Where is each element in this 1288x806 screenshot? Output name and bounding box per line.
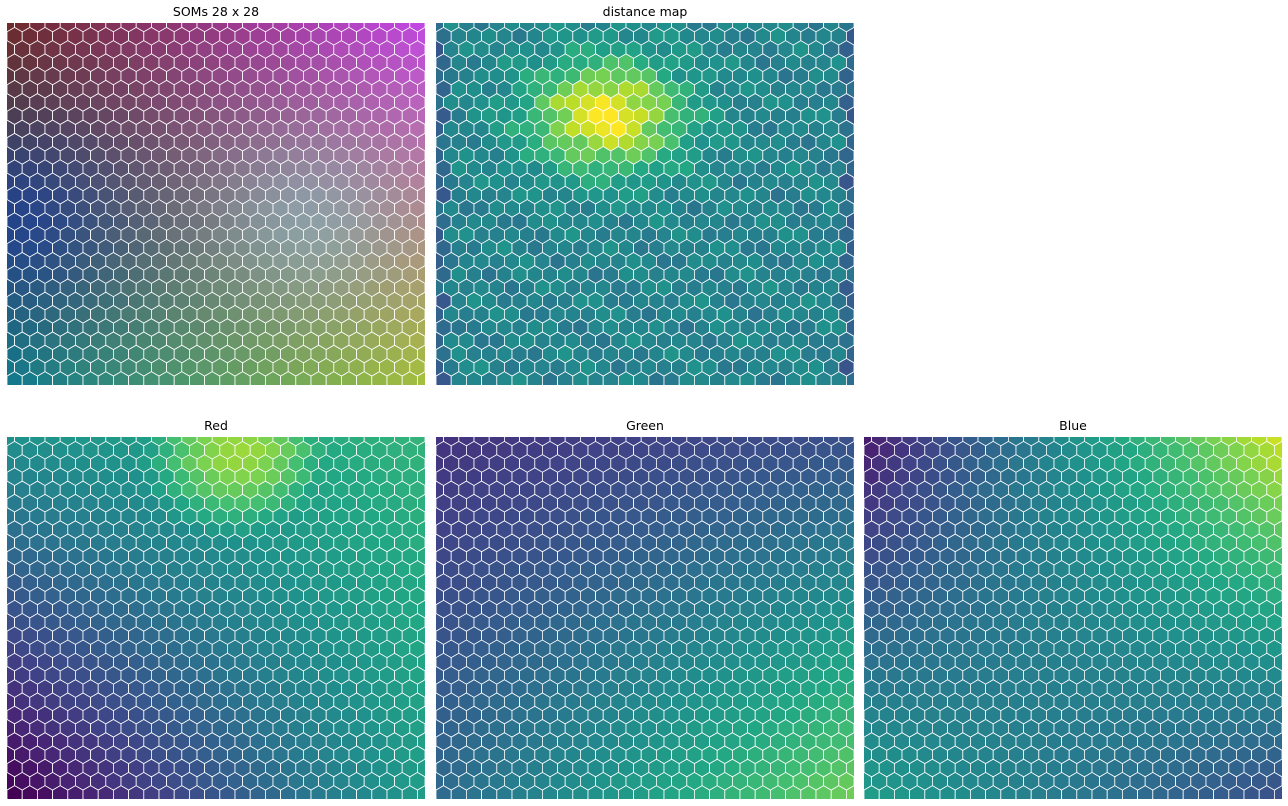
- hex-cell-2-13-27: [416, 599, 425, 619]
- hex-cell-2-5-27: [416, 493, 425, 513]
- hex-cell-2-3-27: [416, 467, 425, 487]
- hex-cell-4-11-27: [1273, 573, 1282, 592]
- chart-title-soms: SOMs 28 x 28: [172, 4, 260, 19]
- hex-cell-0-5-27: [416, 79, 425, 99]
- hex-cell-1-9-27: [845, 132, 854, 152]
- hex-cell-0-25-27: [416, 344, 425, 364]
- chart-title-green: Green: [626, 418, 664, 433]
- hex-cell-2-19-27: [416, 679, 425, 698]
- hex-cell-0-15-27: [416, 212, 425, 231]
- distance-map-heatmap: [436, 23, 854, 385]
- hex-cell-1-15-27: [845, 212, 854, 231]
- hex-cell-4-19-27: [1273, 679, 1282, 698]
- hex-cell-2-1-27: [416, 440, 425, 460]
- chart-title-blue: Blue: [1059, 418, 1087, 433]
- hex-cell-1-3-27: [845, 53, 854, 73]
- hex-cell-1-19-27: [845, 265, 854, 284]
- hex-cell-4-15-27: [1273, 626, 1282, 645]
- hex-cell-0-17-27: [416, 238, 425, 258]
- hex-cell-3-11-27: [845, 573, 854, 592]
- hex-cell-4-9-27: [1273, 546, 1282, 566]
- hex-cell-4-17-27: [1273, 652, 1282, 672]
- hex-cell-3-17-27: [845, 652, 854, 672]
- hex-cell-2-0-0: [7, 437, 15, 447]
- hex-cell-2-15-27: [416, 626, 425, 645]
- hex-cell-3-15-27: [845, 626, 854, 645]
- hex-cell-3-5-27: [845, 493, 854, 513]
- hex-cell-1-27-27: [845, 371, 854, 385]
- hex-cell-4-27-27: [1273, 785, 1282, 799]
- hex-cell-1-25-27: [845, 344, 854, 364]
- hex-cell-2-7-27: [416, 520, 425, 539]
- hex-cell-0-19-27: [416, 265, 425, 284]
- hex-cell-3-27-27: [845, 785, 854, 799]
- hex-cell-2-23-27: [416, 732, 425, 751]
- hex-cell-0-0-0: [7, 23, 15, 33]
- hex-cell-0-1-27: [416, 26, 425, 46]
- chart-title-distance-map: distance map: [602, 4, 688, 19]
- hex-cell-0-13-27: [416, 185, 425, 205]
- hex-cell-1-1-27: [845, 26, 854, 46]
- hex-cell-3-0-0: [436, 437, 444, 447]
- hex-cell-1-17-27: [845, 238, 854, 258]
- hex-cell-0-23-27: [416, 318, 425, 337]
- blue-component-heatmap: [864, 437, 1282, 799]
- hex-cell-0-7-27: [416, 106, 425, 125]
- hex-cell-1-13-27: [845, 185, 854, 205]
- hex-cell-1-7-27: [845, 106, 854, 125]
- hex-cell-3-13-27: [845, 599, 854, 619]
- hex-cell-4-3-27: [1273, 467, 1282, 487]
- hex-cell-2-27-27: [416, 785, 425, 799]
- hex-cell-4-23-27: [1273, 732, 1282, 751]
- hex-cell-4-21-27: [1273, 705, 1282, 725]
- hex-cell-4-0-0: [864, 437, 872, 447]
- hex-cell-0-9-27: [416, 132, 425, 152]
- hex-cell-0-3-27: [416, 53, 425, 73]
- hex-cell-3-7-27: [845, 520, 854, 539]
- hex-cell-3-9-27: [845, 546, 854, 566]
- green-component-heatmap: [436, 437, 854, 799]
- hex-cell-0-21-27: [416, 291, 425, 311]
- hex-cell-4-13-27: [1273, 599, 1282, 619]
- red-component-heatmap: [7, 437, 425, 799]
- hex-cell-0-11-27: [416, 159, 425, 178]
- hex-cell-2-17-27: [416, 652, 425, 672]
- hex-cell-3-21-27: [845, 705, 854, 725]
- chart-title-red: Red: [204, 418, 228, 433]
- hex-cell-3-3-27: [845, 467, 854, 487]
- hex-cell-3-1-27: [845, 440, 854, 460]
- hex-cell-4-7-27: [1273, 520, 1282, 539]
- hex-cell-3-23-27: [845, 732, 854, 751]
- hex-cell-4-1-27: [1273, 440, 1282, 460]
- hex-cell-1-23-27: [845, 318, 854, 337]
- hex-cell-1-11-27: [845, 159, 854, 178]
- hex-cell-0-27-27: [416, 371, 425, 385]
- hex-cell-3-25-27: [845, 758, 854, 778]
- hex-cell-2-11-27: [416, 573, 425, 592]
- hex-cell-4-25-27: [1273, 758, 1282, 778]
- hex-cell-3-19-27: [845, 679, 854, 698]
- hex-cell-2-25-27: [416, 758, 425, 778]
- som-rgb-heatmap: [7, 23, 425, 385]
- hex-cell-1-0-0: [436, 23, 444, 33]
- hex-cell-1-5-27: [845, 79, 854, 99]
- hex-cell-1-21-27: [845, 291, 854, 311]
- hex-cell-4-5-27: [1273, 493, 1282, 513]
- hex-cell-2-21-27: [416, 705, 425, 725]
- hex-cell-2-9-27: [416, 546, 425, 566]
